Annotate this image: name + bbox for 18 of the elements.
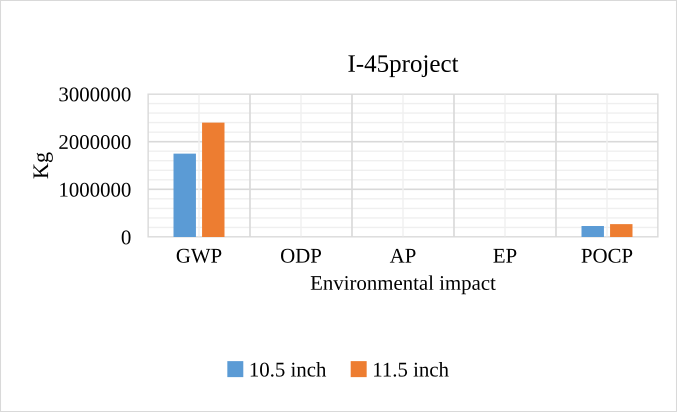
y-tick-label: 3000000 [59,87,131,102]
x-axis-title: Environmental impact [310,275,496,294]
x-tick-label: GWP [176,248,222,263]
x-tick-label: POCP [582,248,632,263]
y-tick-label: 2000000 [59,135,131,150]
chart-title: I-45project [348,55,458,78]
x-tick-label: ODP [281,248,322,263]
bar [202,122,224,237]
bar [610,224,632,237]
y-tick-label: 0 [122,230,131,244]
legend-label: 11.5 inch [374,362,449,377]
y-axis-title: Kg [34,152,53,178]
legend-label: 10.5 inch [250,362,326,377]
bar [582,226,604,237]
bar [174,154,196,237]
x-tick-label: EP [493,248,516,263]
x-tick-label: AP [390,248,416,263]
y-tick-label: 1000000 [60,182,131,197]
